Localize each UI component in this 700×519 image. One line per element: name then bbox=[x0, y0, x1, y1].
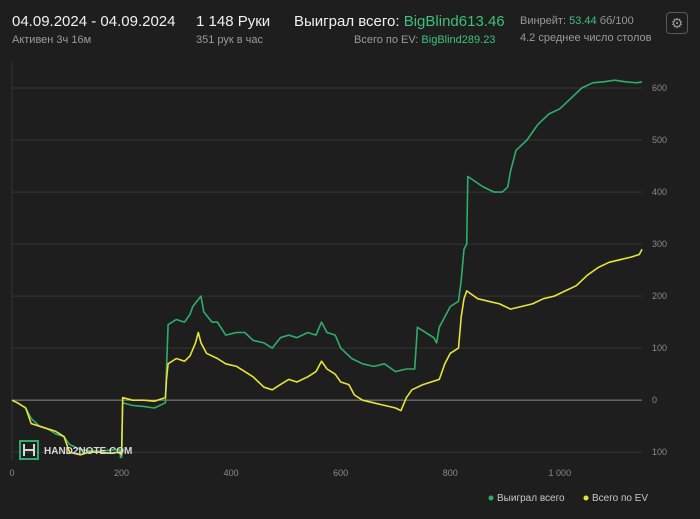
series-line-ev bbox=[11, 248, 643, 456]
gear-icon: ⚙ bbox=[670, 15, 684, 31]
legend-label-won: Выиграл всего bbox=[497, 493, 565, 504]
ev-label: Всего по EV: bbox=[354, 34, 419, 46]
x-tick-label: 600 bbox=[333, 468, 348, 478]
legend-label-ev: Всего по EV bbox=[592, 493, 648, 504]
x-tick-label: 800 bbox=[443, 468, 458, 478]
y-axis-ticks: 100 0 100 200 300 400 500 600 bbox=[652, 83, 667, 457]
logo-mark-h bbox=[23, 444, 35, 456]
y-tick-label: 600 bbox=[652, 83, 667, 93]
stats-header: 04.09.2024 - 04.09.2024 Активен 3ч 16м 1… bbox=[0, 0, 700, 58]
hands-per-hour: 351 рук в час bbox=[196, 34, 264, 46]
avg-tables: 4.2 среднее число столов bbox=[520, 32, 652, 44]
chart-legend: Выиграл всего Всего по EV bbox=[488, 493, 648, 504]
legend-marker-won bbox=[488, 495, 494, 501]
y-tick-label: 200 bbox=[652, 291, 667, 301]
winrate: Винрейт: 53.44 бб/100 bbox=[520, 15, 634, 27]
hand2note-logo: HAND2NOTE.COM bbox=[19, 440, 132, 460]
y-tick-label: 100 bbox=[652, 447, 667, 457]
x-tick-label: 200 bbox=[114, 468, 129, 478]
legend-marker-ev bbox=[583, 495, 589, 501]
won-total-value: BigBlind613.46 bbox=[403, 13, 505, 30]
hands-count: 1 148 Руки bbox=[196, 13, 271, 30]
y-tick-label: 400 bbox=[652, 187, 667, 197]
winrate-label: Винрейт: bbox=[520, 15, 567, 27]
x-tick-label: 400 bbox=[224, 468, 239, 478]
winrate-value: 53.44 bbox=[569, 15, 597, 27]
y-tick-label: 500 bbox=[652, 135, 667, 145]
x-tick-label: 1 000 bbox=[549, 468, 572, 478]
chart-lines bbox=[11, 79, 643, 459]
logo-text: HAND2NOTE.COM bbox=[44, 446, 132, 457]
date-range: 04.09.2024 - 04.09.2024 bbox=[12, 13, 176, 30]
x-axis-ticks: 0 200 400 600 800 1 000 bbox=[9, 468, 571, 478]
series-line-won bbox=[11, 79, 643, 459]
ev-value: BigBlind289.23 bbox=[421, 34, 496, 46]
winrate-unit: бб/100 bbox=[599, 15, 634, 27]
y-tick-label: 300 bbox=[652, 239, 667, 249]
active-time: Активен 3ч 16м bbox=[12, 34, 92, 46]
x-tick-label: 0 bbox=[9, 468, 14, 478]
chart-grid bbox=[11, 62, 642, 460]
settings-button[interactable]: ⚙ bbox=[666, 12, 688, 34]
y-tick-label: 100 bbox=[652, 343, 667, 353]
ev-total: Всего по EV: BigBlind289.23 bbox=[354, 34, 495, 46]
y-tick-label: 0 bbox=[652, 395, 657, 405]
won-total: Выиграл всего: BigBlind613.46 bbox=[294, 13, 505, 30]
won-total-label: Выиграл всего: bbox=[294, 13, 400, 30]
logo-mark bbox=[19, 440, 39, 460]
